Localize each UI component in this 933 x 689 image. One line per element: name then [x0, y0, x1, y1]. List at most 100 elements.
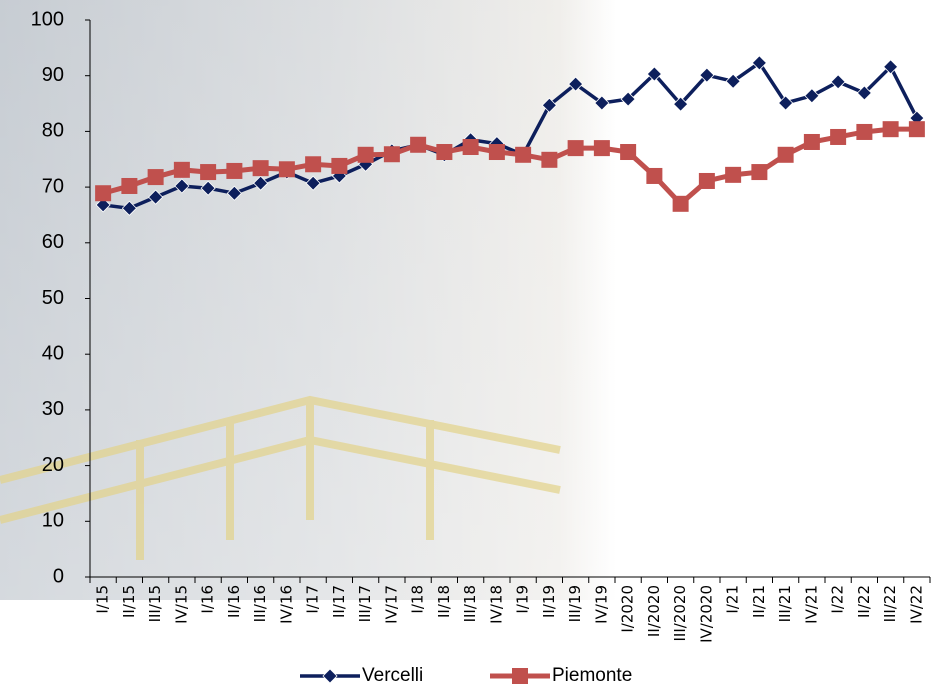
x-tick-label: III/19: [566, 585, 584, 622]
x-tick-label: IV/16: [277, 585, 295, 624]
y-tick-label: 70: [42, 175, 64, 197]
x-tick-label: III/16: [251, 585, 269, 622]
data-point: [567, 140, 584, 157]
data-point: [541, 151, 558, 168]
data-point: [436, 144, 453, 161]
y-tick-label: 30: [42, 398, 64, 420]
data-point: [908, 121, 925, 138]
data-point: [594, 95, 610, 111]
x-tick-label: IV/21: [802, 585, 820, 624]
data-point: [253, 175, 269, 191]
data-point: [252, 160, 269, 177]
data-point: [830, 74, 846, 90]
x-tick-label: I/2020: [619, 585, 637, 633]
y-tick-label: 50: [42, 287, 64, 309]
data-point: [856, 85, 872, 101]
data-point: [174, 178, 190, 194]
data-point: [95, 185, 112, 202]
x-tick-label: II/21: [750, 585, 768, 618]
data-point: [882, 121, 899, 138]
data-point: [515, 146, 532, 163]
x-tick-label: I/22: [829, 585, 847, 614]
data-point: [148, 189, 164, 205]
data-point: [278, 161, 295, 178]
data-point: [121, 177, 138, 194]
data-point: [804, 88, 820, 104]
x-tick-label: I/15: [94, 585, 112, 614]
data-point: [698, 172, 715, 189]
data-point: [147, 169, 164, 186]
data-point: [226, 162, 243, 179]
x-tick-label: II/15: [120, 585, 138, 618]
data-point: [462, 138, 479, 155]
x-tick-label: IV/2020: [697, 585, 715, 643]
data-point: [410, 136, 427, 153]
data-point: [751, 164, 768, 181]
data-point: [673, 96, 689, 112]
data-point: [305, 156, 322, 173]
x-tick-label: III/17: [356, 585, 374, 622]
data-point: [568, 76, 584, 92]
data-point: [725, 73, 741, 89]
data-point: [777, 146, 794, 163]
data-point: [620, 91, 636, 107]
y-tick-label: 40: [42, 342, 64, 364]
data-point: [226, 185, 242, 201]
y-tick-label: 100: [31, 8, 64, 30]
x-tick-label: IV/22: [907, 585, 925, 624]
data-point: [331, 157, 348, 174]
data-point: [699, 67, 715, 83]
data-point: [95, 197, 111, 213]
data-point: [305, 175, 321, 191]
background-fade: [0, 0, 933, 600]
railing: [0, 395, 561, 560]
y-tick-label: 90: [42, 64, 64, 86]
x-tick-label: III/15: [146, 585, 164, 622]
data-point: [200, 164, 217, 181]
x-tick-label: II/22: [855, 585, 873, 618]
data-point: [620, 144, 637, 161]
data-point: [856, 123, 873, 140]
data-point: [830, 128, 847, 145]
data-point: [646, 66, 662, 82]
x-tick-label: IV/15: [172, 585, 190, 624]
data-point: [751, 55, 767, 71]
y-tick-label: 10: [42, 510, 64, 532]
x-tick-label: II/2020: [645, 585, 663, 637]
x-tick-label: IV/18: [487, 585, 505, 624]
legend-label: Vercelli: [362, 665, 423, 686]
data-point: [541, 97, 557, 113]
data-point: [778, 95, 794, 111]
x-tick-label: I/19: [514, 585, 532, 614]
x-tick-label: IV/19: [592, 585, 610, 624]
x-tick-label: I/17: [304, 585, 322, 614]
legend-label: Piemonte: [552, 665, 632, 686]
data-point: [200, 180, 216, 196]
x-tick-label: II/17: [330, 585, 348, 618]
y-tick-label: 20: [42, 454, 64, 476]
data-point: [672, 195, 689, 212]
x-tick-label: I/16: [199, 585, 217, 614]
data-point: [593, 140, 610, 157]
data-point: [803, 133, 820, 150]
y-tick-label: 0: [53, 565, 64, 587]
x-tick-label: II/19: [540, 585, 558, 618]
x-tick-label: III/2020: [671, 585, 689, 642]
data-point: [383, 146, 400, 163]
legend-marker: [512, 668, 528, 684]
data-point: [488, 144, 505, 161]
data-point: [173, 161, 190, 178]
data-point: [357, 146, 374, 163]
x-tick-label: III/18: [461, 585, 479, 622]
x-tick-label: II/16: [225, 585, 243, 618]
data-point: [883, 59, 899, 75]
x-tick-label: III/22: [881, 585, 899, 622]
x-tick-label: IV/17: [382, 585, 400, 624]
data-point: [121, 200, 137, 216]
x-tick-label: III/21: [776, 585, 794, 622]
x-tick-label: I/18: [409, 585, 427, 614]
legend-marker: [322, 668, 338, 684]
x-tick-label: II/18: [435, 585, 453, 618]
data-point: [646, 167, 663, 184]
y-tick-label: 60: [42, 231, 64, 253]
